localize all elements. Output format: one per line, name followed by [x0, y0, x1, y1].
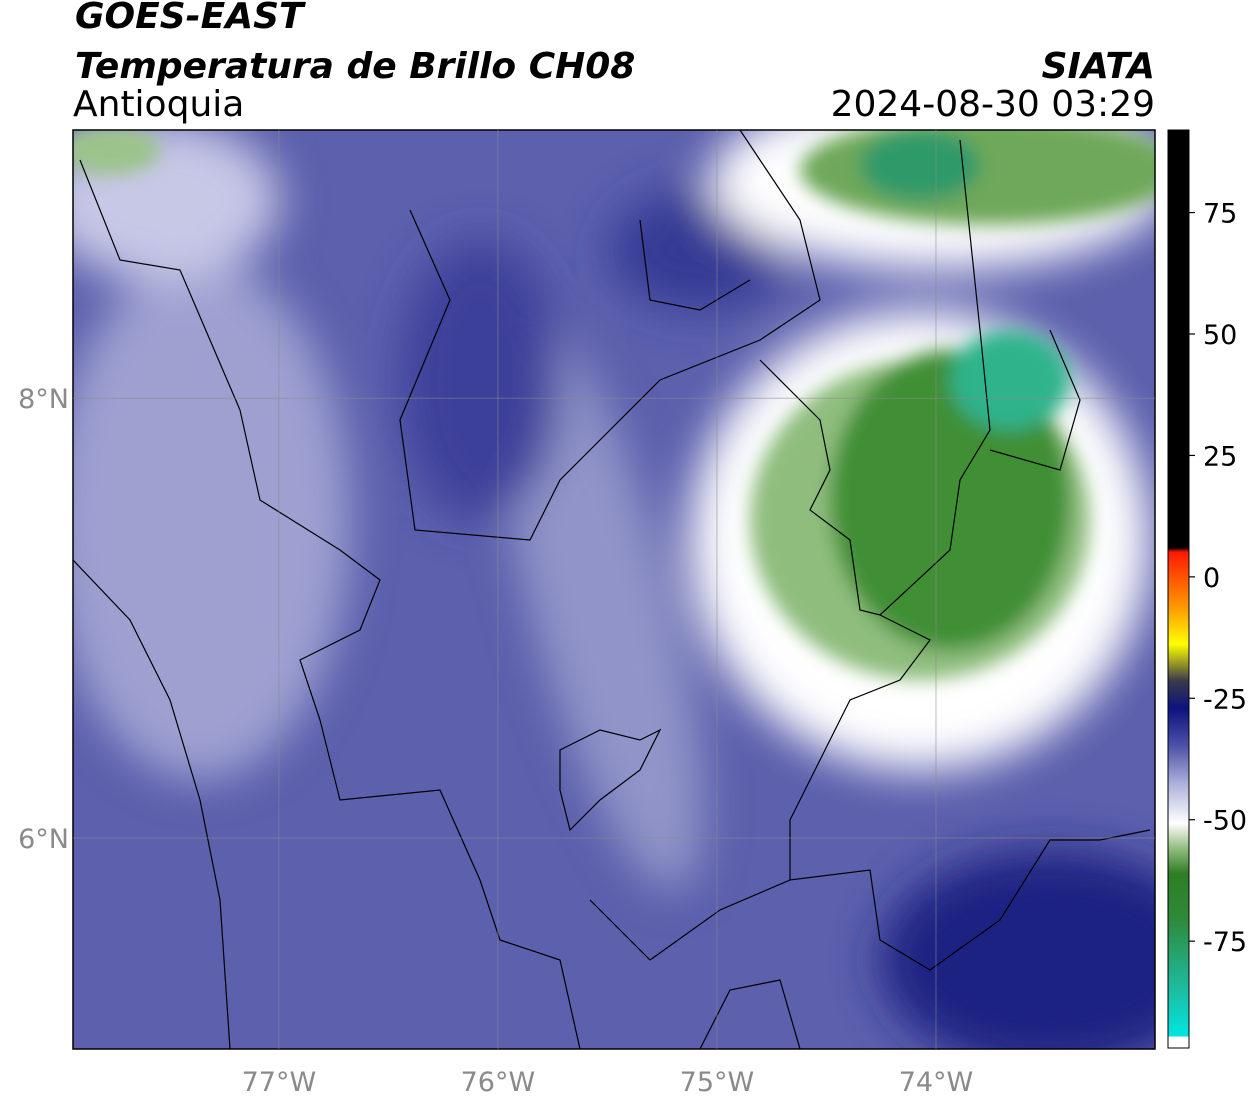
colorbar-tick-label: 75	[1203, 199, 1237, 230]
map-frame	[72, 129, 1156, 1050]
lon-label: 76°W	[461, 1067, 536, 1098]
lon-label: 77°W	[242, 1067, 317, 1098]
colorbar	[1167, 129, 1190, 1049]
region: Antioquia	[73, 84, 244, 125]
colorbar-tick-label: 25	[1203, 441, 1237, 472]
colorbar-tick-label: -75	[1203, 927, 1247, 958]
colorbar-tick-label: -50	[1203, 806, 1247, 837]
colorbar-tick-label: 50	[1203, 320, 1237, 351]
satellite-image	[73, 130, 1155, 1049]
colorbar-tick-label: -25	[1203, 684, 1247, 715]
datetime: 2024-08-30 03:29	[831, 84, 1155, 125]
lat-label: 8°N	[18, 384, 69, 415]
lat-label: 6°N	[18, 824, 69, 855]
colorbar-tick-label: 0	[1203, 563, 1220, 594]
title: GOES-EAST	[75, 0, 306, 37]
lon-label: 74°W	[899, 1067, 974, 1098]
source: SIATA	[1042, 46, 1155, 87]
subtitle: Temperatura de Brillo CH08	[75, 46, 635, 87]
borders	[73, 130, 1151, 1049]
lon-label: 75°W	[680, 1067, 755, 1098]
